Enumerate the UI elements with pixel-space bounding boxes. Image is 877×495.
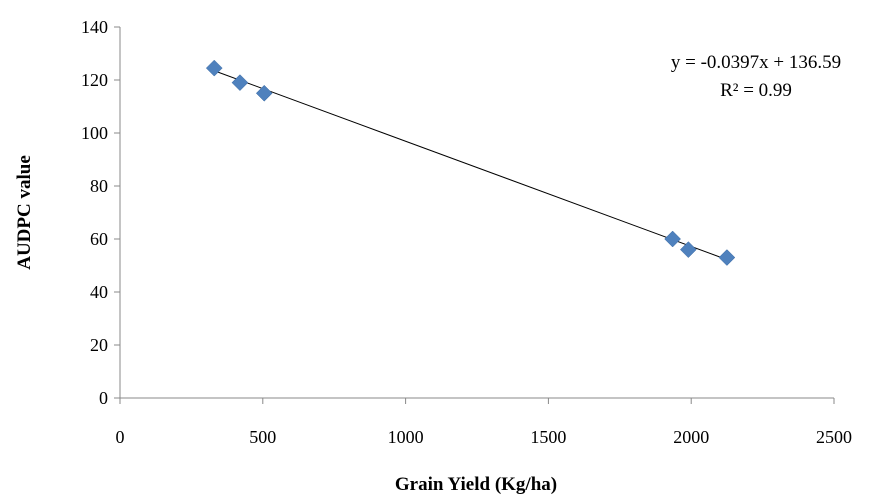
y-axis-ticks: 0 20 40 60 80 100 120 140 <box>81 17 120 408</box>
data-point <box>664 230 681 248</box>
x-tick-label: 500 <box>249 427 276 447</box>
x-axis-title: Grain Yield (Kg/ha) <box>395 474 557 495</box>
data-point <box>718 249 736 266</box>
data-point <box>205 59 223 77</box>
data-point <box>231 74 249 92</box>
y-tick-label: 0 <box>99 388 108 408</box>
data-points <box>205 59 736 266</box>
trendline <box>214 70 728 261</box>
axes <box>119 27 834 399</box>
y-tick-label: 80 <box>90 176 108 196</box>
x-tick-label: 1000 <box>388 427 424 447</box>
x-tick-label: 1500 <box>530 427 566 447</box>
x-axis-ticks: 0 500 1000 1500 2000 2500 <box>116 398 852 447</box>
x-tick-label: 2000 <box>673 427 709 447</box>
x-tick-label: 2500 <box>816 427 852 447</box>
y-tick-label: 20 <box>90 335 108 355</box>
y-tick-label: 120 <box>81 70 108 90</box>
data-point <box>255 84 273 102</box>
y-tick-label: 140 <box>81 17 108 37</box>
y-tick-label: 40 <box>90 282 108 302</box>
y-tick-label: 100 <box>81 123 108 143</box>
data-point <box>679 241 697 258</box>
x-tick-label: 0 <box>116 427 125 447</box>
y-tick-label: 60 <box>90 229 108 249</box>
trendline-equation: y = -0.0397x + 136.59 <box>671 52 841 73</box>
r-squared-label: R² = 0.99 <box>720 80 792 101</box>
y-axis-title: AUDPC value <box>14 155 35 270</box>
